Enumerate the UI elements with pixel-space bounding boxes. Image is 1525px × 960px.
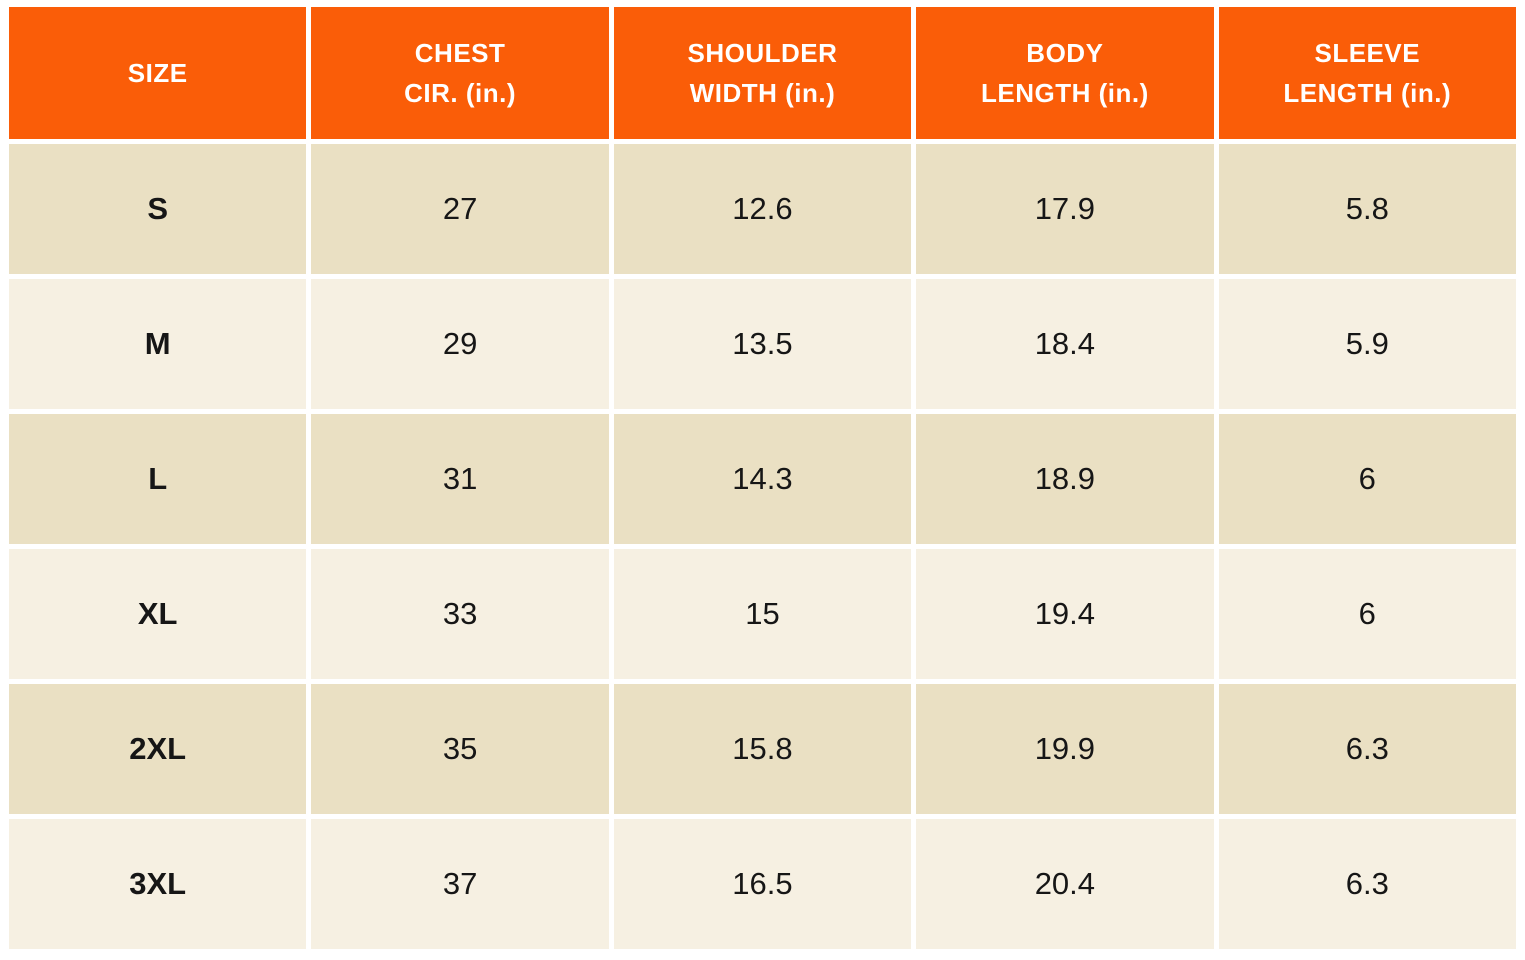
cell-chest-cir: 29: [311, 279, 609, 409]
table-row-l: L 31 14.3 18.9 6: [9, 414, 1516, 544]
header-size: SIZE: [9, 7, 307, 139]
cell-sleeve-length: 5.8: [1218, 144, 1516, 274]
cell-sleeve-length: 5.9: [1218, 279, 1516, 409]
cell-shoulder-width: 15.8: [613, 684, 912, 814]
cell-body-length: 19.9: [916, 684, 1214, 814]
header-row: SIZE CHEST CIR. (in.) SHOULDER WIDTH (in…: [9, 7, 1516, 139]
size-label: 3XL: [9, 819, 307, 949]
cell-body-length: 19.4: [916, 549, 1214, 679]
table-row-3xl: 3XL 37 16.5 20.4 6.3: [9, 819, 1516, 949]
cell-shoulder-width: 16.5: [613, 819, 912, 949]
cell-sleeve-length: 6.3: [1218, 819, 1516, 949]
cell-chest-cir: 35: [311, 684, 609, 814]
size-label: XL: [9, 549, 307, 679]
header-sleeve-length: SLEEVE LENGTH (in.): [1218, 7, 1516, 139]
header-body-length: BODY LENGTH (in.): [916, 7, 1214, 139]
size-label: S: [9, 144, 307, 274]
cell-shoulder-width: 15: [613, 549, 912, 679]
cell-sleeve-length: 6: [1218, 549, 1516, 679]
cell-sleeve-length: 6: [1218, 414, 1516, 544]
cell-chest-cir: 37: [311, 819, 609, 949]
cell-body-length: 18.9: [916, 414, 1214, 544]
cell-chest-cir: 31: [311, 414, 609, 544]
cell-shoulder-width: 12.6: [613, 144, 912, 274]
cell-body-length: 17.9: [916, 144, 1214, 274]
cell-sleeve-length: 6.3: [1218, 684, 1516, 814]
size-label: 2XL: [9, 684, 307, 814]
table-row-xl: XL 33 15 19.4 6: [9, 549, 1516, 679]
header-chest-cir: CHEST CIR. (in.): [311, 7, 609, 139]
table-row-m: M 29 13.5 18.4 5.9: [9, 279, 1516, 409]
cell-body-length: 18.4: [916, 279, 1214, 409]
cell-body-length: 20.4: [916, 819, 1214, 949]
table-row-s: S 27 12.6 17.9 5.8: [9, 144, 1516, 274]
size-label: M: [9, 279, 307, 409]
size-chart-table: SIZE CHEST CIR. (in.) SHOULDER WIDTH (in…: [4, 2, 1521, 954]
size-label: L: [9, 414, 307, 544]
cell-shoulder-width: 13.5: [613, 279, 912, 409]
cell-chest-cir: 27: [311, 144, 609, 274]
cell-shoulder-width: 14.3: [613, 414, 912, 544]
cell-chest-cir: 33: [311, 549, 609, 679]
table-row-2xl: 2XL 35 15.8 19.9 6.3: [9, 684, 1516, 814]
header-shoulder-width: SHOULDER WIDTH (in.): [613, 7, 912, 139]
